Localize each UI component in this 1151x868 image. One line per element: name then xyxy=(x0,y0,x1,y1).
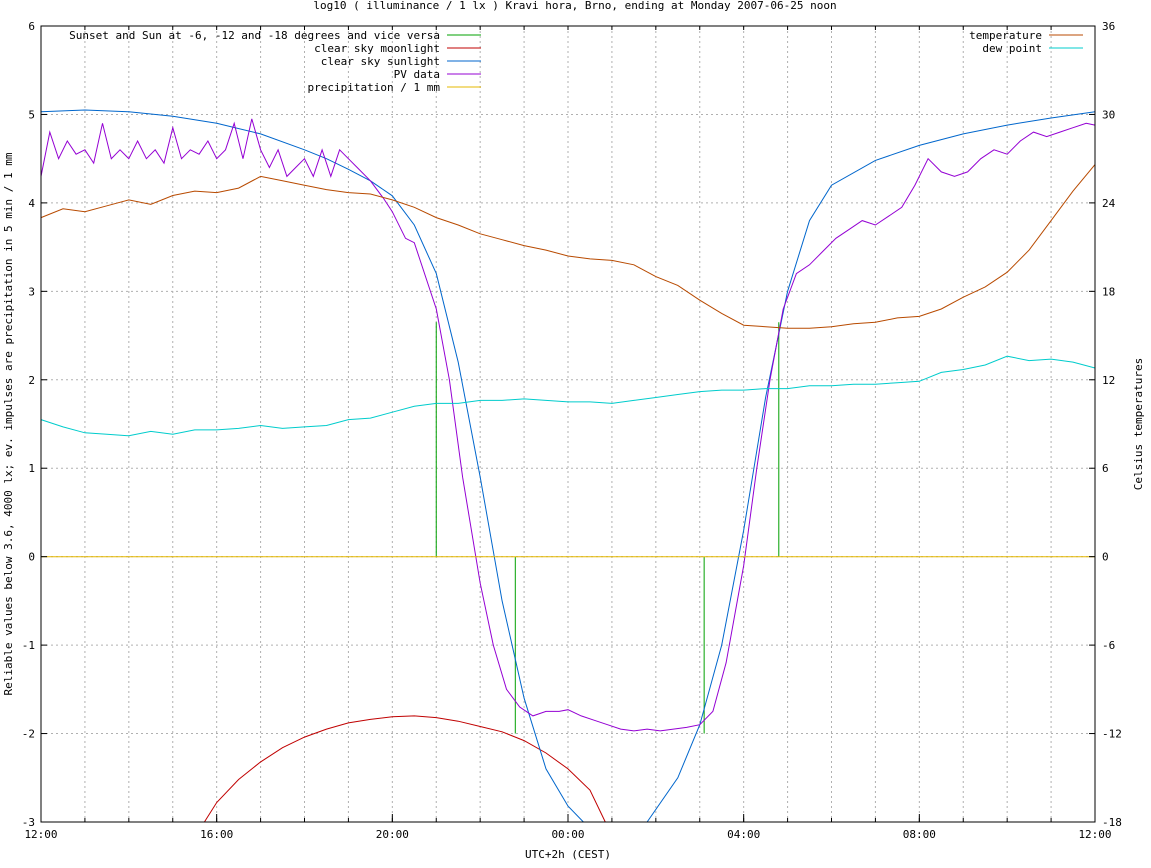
series-line-temperature xyxy=(40,164,1096,329)
y2-tick-label: 6 xyxy=(1102,462,1109,475)
y2-tick-label: 30 xyxy=(1102,108,1115,121)
x-tick-label: 20:00 xyxy=(376,828,409,841)
y2-tick-label: 18 xyxy=(1102,285,1115,298)
legend-label: clear sky moonlight xyxy=(314,42,440,55)
y2-tick-label: -12 xyxy=(1102,728,1122,741)
y-tick-label: -1 xyxy=(22,639,35,652)
y2-tick-label: 0 xyxy=(1102,551,1109,564)
y2-tick-label: 24 xyxy=(1102,197,1116,210)
x-tick-label: 16:00 xyxy=(200,828,233,841)
series-line-clear-sky-sunlight xyxy=(40,109,1096,823)
x-tick-label: 08:00 xyxy=(903,828,936,841)
y-tick-label: 1 xyxy=(28,462,35,475)
y-tick-label: 4 xyxy=(28,197,35,210)
y-tick-label: 0 xyxy=(28,551,35,564)
x-tick-label: 12:00 xyxy=(1078,828,1111,841)
x-axis-label: UTC+2h (CEST) xyxy=(525,848,611,861)
series-group xyxy=(40,109,1096,823)
series-line-pv-data xyxy=(40,118,1096,732)
legend-label: Sunset and Sun at -6, -12 and -18 degree… xyxy=(69,29,440,42)
y-tick-label: 5 xyxy=(28,108,35,121)
legend-label: temperature xyxy=(969,29,1042,42)
y2-tick-label: -18 xyxy=(1102,816,1122,829)
x-tick-label: 04:00 xyxy=(727,828,760,841)
y2-tick-label: 12 xyxy=(1102,374,1115,387)
y2-tick-label: 36 xyxy=(1102,20,1115,33)
y-tick-label: -3 xyxy=(22,816,35,829)
legend-label: precipitation / 1 mm xyxy=(308,81,441,94)
legend-label: clear sky sunlight xyxy=(321,55,440,68)
x-tick-label: 12:00 xyxy=(24,828,57,841)
y-tick-label: 2 xyxy=(28,374,35,387)
x-tick-label: 00:00 xyxy=(551,828,584,841)
y-axis-label: Reliable values below 3.6, 4000 lx; ev. … xyxy=(2,152,15,695)
y-tick-label: -2 xyxy=(22,728,35,741)
grid-lines xyxy=(41,26,1095,822)
y-tick-label: 3 xyxy=(28,285,35,298)
y-tick-label: 6 xyxy=(28,20,35,33)
series-line-clear-sky-moonlight xyxy=(203,715,606,823)
series-line-dew-point xyxy=(40,355,1096,437)
y2-tick-label: -6 xyxy=(1102,639,1115,652)
series-sunset-and-sun-at-6-12-and-18-degrees-and-vice-versa xyxy=(435,322,780,734)
legend-label: PV data xyxy=(394,68,440,81)
legend-label: dew point xyxy=(982,42,1042,55)
y2-axis-label: Celsius temperatures xyxy=(1132,358,1145,490)
chart-title: log10 ( illuminance / 1 lx ) Kravi hora,… xyxy=(313,0,836,12)
legend: Sunset and Sun at -6, -12 and -18 degree… xyxy=(69,29,1083,94)
